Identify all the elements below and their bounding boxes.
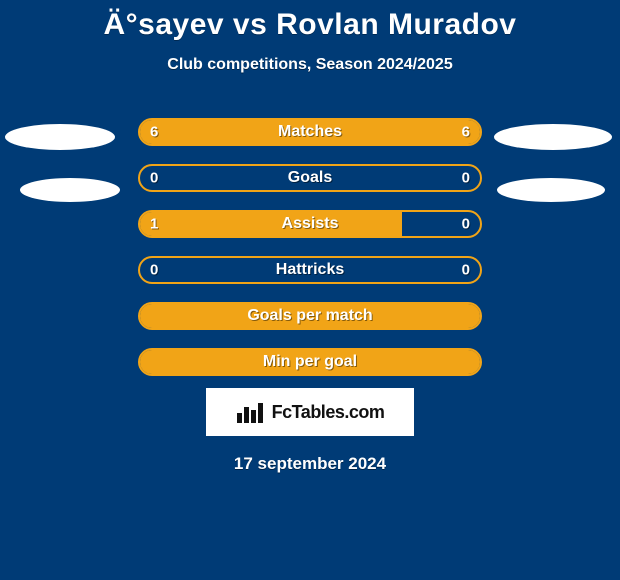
stat-row: Goals per match xyxy=(138,302,482,330)
stat-row: 0 0 Hattricks xyxy=(138,256,482,284)
stat-label: Min per goal xyxy=(263,353,357,371)
stat-row: 6 6 Matches xyxy=(138,118,482,146)
brand-text: FcTables.com xyxy=(272,402,385,423)
stat-row: 1 0 Assists xyxy=(138,210,482,238)
stat-value-right: 0 xyxy=(462,262,470,279)
brand-box: FcTables.com xyxy=(206,388,414,436)
stat-row: Min per goal xyxy=(138,348,482,376)
stat-value-right: 6 xyxy=(462,124,470,141)
stat-label: Assists xyxy=(282,215,339,233)
stat-fill-left xyxy=(140,212,402,236)
stat-value-right: 0 xyxy=(462,170,470,187)
stat-row: 0 0 Goals xyxy=(138,164,482,192)
stat-label: Goals xyxy=(288,169,332,187)
stat-value-left: 1 xyxy=(150,216,158,233)
comparison-bars: 6 6 Matches 0 0 Goals 1 0 Assists 0 0 Hattricks Goal… xyxy=(0,118,620,376)
stat-label: Goals per match xyxy=(247,307,372,325)
stat-value-left: 0 xyxy=(150,262,158,279)
chart-bars-icon xyxy=(236,401,264,423)
stat-label: Matches xyxy=(278,123,342,141)
page-title: Ä°sayev vs Rovlan Muradov xyxy=(0,0,620,42)
stat-value-left: 6 xyxy=(150,124,158,141)
stat-value-right: 0 xyxy=(462,216,470,233)
stat-label: Hattricks xyxy=(276,261,344,279)
footer-date: 17 september 2024 xyxy=(0,454,620,474)
stat-value-left: 0 xyxy=(150,170,158,187)
page-subtitle: Club competitions, Season 2024/2025 xyxy=(0,56,620,74)
